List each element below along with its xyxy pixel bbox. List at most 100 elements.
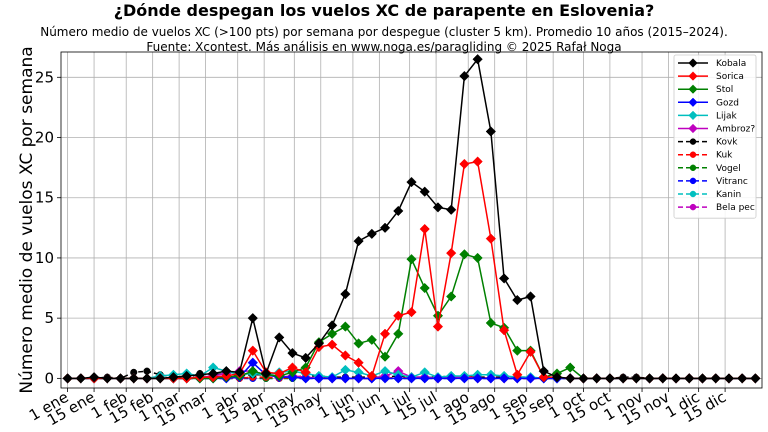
data-point <box>419 186 430 197</box>
data-point <box>274 332 285 343</box>
data-point <box>419 282 430 294</box>
data-point <box>75 373 86 384</box>
legend-marker <box>689 138 697 145</box>
data-point <box>393 205 404 217</box>
legend-marker <box>688 97 698 107</box>
data-point <box>353 357 364 368</box>
data-point <box>287 347 298 359</box>
data-point <box>406 176 417 188</box>
legend-item: Kobala <box>678 58 746 69</box>
y-tick-label: 20 <box>35 129 54 147</box>
data-point <box>657 373 668 384</box>
data-point <box>472 156 483 167</box>
data-point <box>604 373 616 384</box>
data-point <box>419 223 430 235</box>
data-point <box>485 373 497 384</box>
chart-title: ¿Dónde despegan los vuelos XC de parapen… <box>113 1 655 20</box>
legend-label: Kuk <box>716 151 733 161</box>
legend-marker <box>688 110 698 121</box>
data-point <box>393 373 404 384</box>
legend-marker <box>688 71 698 81</box>
data-point <box>578 373 589 384</box>
data-point <box>498 273 510 284</box>
data-point <box>88 372 100 383</box>
legend-item: Lijak <box>678 110 738 121</box>
data-point <box>512 345 523 356</box>
legend-label: Kobala <box>716 59 746 69</box>
legend: Kobala Sorica Stol Gozd Lijak Ambroz? Kovk Kuk V… <box>673 54 757 219</box>
data-point <box>697 373 708 384</box>
series-sorica <box>62 156 761 384</box>
data-point <box>538 372 549 383</box>
data-point <box>353 235 364 247</box>
data-point <box>525 291 536 302</box>
data-point <box>300 352 311 364</box>
data-point <box>591 373 602 384</box>
data-point <box>379 328 391 339</box>
legend-marker <box>688 123 698 134</box>
data-point <box>393 328 404 339</box>
legend-marker <box>689 190 697 198</box>
data-point <box>406 306 417 318</box>
legend-item: Sorica <box>678 71 744 82</box>
plot-frame <box>60 51 763 389</box>
legend-item: Gozd <box>678 97 739 108</box>
legend-item: Kanin <box>678 190 741 200</box>
legend-item: Ambroz? <box>678 123 755 135</box>
data-point <box>737 373 748 384</box>
data-point <box>485 233 497 244</box>
data-point <box>485 317 497 329</box>
data-point <box>631 373 642 384</box>
legend-label: Vitranc <box>716 177 748 187</box>
data-point <box>446 204 457 215</box>
data-point <box>300 367 311 378</box>
series-line <box>67 160 756 380</box>
data-point <box>419 373 430 384</box>
data-point <box>498 373 510 384</box>
data-point <box>459 373 470 384</box>
data-point <box>432 373 444 384</box>
series-line <box>67 57 756 380</box>
y-tick-label: 10 <box>35 249 54 267</box>
y-tick-label: 5 <box>44 309 54 327</box>
data-point <box>644 373 655 384</box>
legend-label: Ambroz? <box>716 125 755 135</box>
series-group <box>62 54 761 384</box>
data-point <box>446 291 457 302</box>
legend-label: Gozd <box>716 98 739 108</box>
data-point <box>128 373 139 384</box>
data-point <box>181 370 192 382</box>
data-point <box>459 70 470 82</box>
y-tick-label: 0 <box>44 369 54 387</box>
data-point <box>115 373 126 384</box>
legend-item: Stol <box>678 84 733 95</box>
legend-marker <box>689 151 697 158</box>
legend-marker <box>689 203 697 211</box>
data-point <box>379 222 391 233</box>
legend-item: Kuk <box>678 151 733 161</box>
data-point <box>485 126 497 137</box>
legend-item: Kovk <box>678 138 738 148</box>
legend-label: Kanin <box>716 190 741 200</box>
data-point <box>538 365 549 377</box>
data-point <box>565 373 576 384</box>
data-point <box>300 373 311 384</box>
data-point <box>446 247 457 259</box>
data-point <box>366 334 377 345</box>
data-point <box>723 373 735 384</box>
data-point <box>684 373 695 384</box>
data-point <box>432 202 444 213</box>
data-point <box>194 369 206 380</box>
data-point <box>512 294 523 306</box>
legend-label: Stol <box>716 85 733 95</box>
data-point <box>472 373 483 384</box>
data-point <box>326 328 338 339</box>
data-point <box>459 158 470 170</box>
series-gozd <box>62 357 761 384</box>
data-point <box>525 373 536 384</box>
chart-subtitle-1: Número medio de vuelos XC (>100 pts) por… <box>40 25 728 39</box>
data-point <box>287 362 298 373</box>
data-point <box>155 373 166 384</box>
legend-item: Vogel <box>678 164 741 174</box>
data-point <box>62 373 73 384</box>
